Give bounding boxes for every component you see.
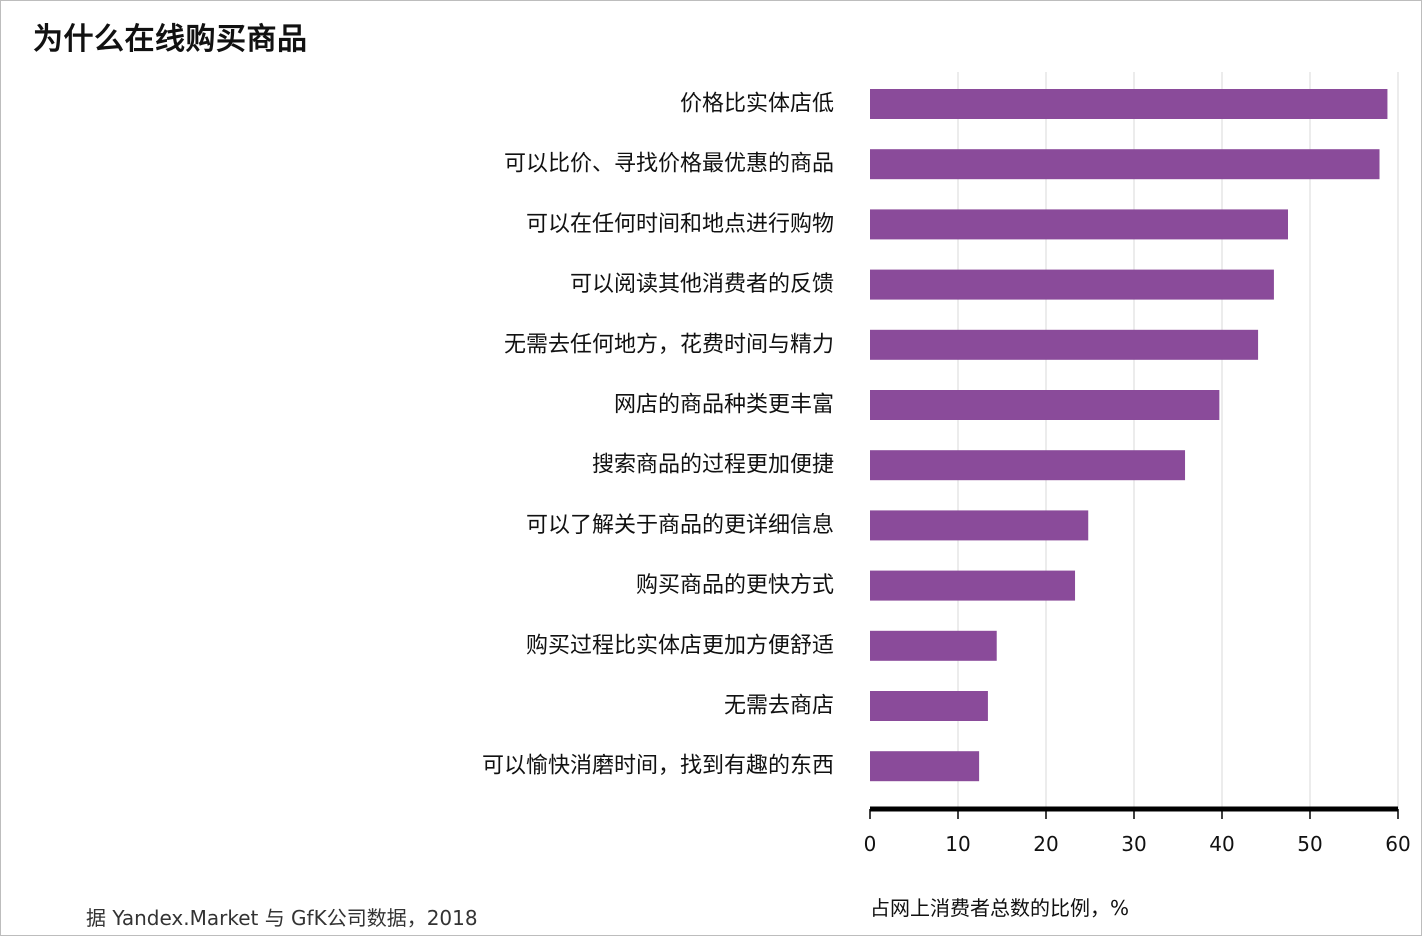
- x-tick-labels: 0 10 20 30 40 50 60: [864, 832, 1411, 856]
- category-label: 可以了解关于商品的更详细信息: [526, 513, 834, 538]
- category-label: 搜索商品的过程更加便捷: [592, 453, 834, 478]
- chart-title: 为什么在线购买商品: [33, 22, 308, 57]
- category-labels: 价格比实体店低可以比价、寻找价格最优惠的商品可以在任何时间和地点进行购物可以阅读…: [482, 92, 834, 779]
- bar: [870, 510, 1089, 541]
- category-label: 网店的商品种类更丰富: [614, 393, 834, 418]
- category-label: 购买商品的更快方式: [636, 573, 834, 598]
- x-tick-label: 0: [864, 832, 877, 856]
- x-tick-label: 30: [1121, 832, 1146, 856]
- bar: [870, 269, 1274, 300]
- bar: [870, 570, 1076, 601]
- category-label: 可以阅读其他消费者的反馈: [570, 272, 834, 297]
- bar: [870, 450, 1186, 481]
- x-tick-label: 20: [1033, 832, 1058, 856]
- grid-lines: [957, 72, 1399, 809]
- x-tick-label: 60: [1385, 832, 1410, 856]
- category-label: 可以愉快消磨时间，找到有趣的东西: [482, 754, 834, 779]
- bar: [870, 209, 1288, 240]
- bars: [870, 89, 1388, 782]
- x-axis-label: 占网上消费者总数的比例，%: [870, 896, 1130, 920]
- bar: [870, 149, 1380, 180]
- category-label: 无需去商店: [724, 694, 834, 719]
- category-label: 购买过程比实体店更加方便舒适: [526, 633, 834, 658]
- bar: [870, 329, 1259, 360]
- x-tick-label: 10: [945, 832, 970, 856]
- category-label: 价格比实体店低: [680, 92, 834, 117]
- category-label: 可以在任何时间和地点进行购物: [526, 212, 834, 237]
- category-label: 可以比价、寻找价格最优惠的商品: [504, 152, 834, 177]
- x-tick-label: 40: [1209, 832, 1234, 856]
- bar: [870, 751, 980, 782]
- x-axis: [869, 806, 1399, 819]
- bar: [870, 630, 997, 661]
- bar: [870, 691, 988, 721]
- bar: [870, 390, 1220, 420]
- source-note: 据 Yandex.Market 与 GfK公司数据，2018: [86, 906, 478, 930]
- category-label: 无需去任何地方，花费时间与精力: [504, 332, 834, 357]
- x-tick-label: 50: [1297, 832, 1322, 856]
- bar: [870, 89, 1388, 119]
